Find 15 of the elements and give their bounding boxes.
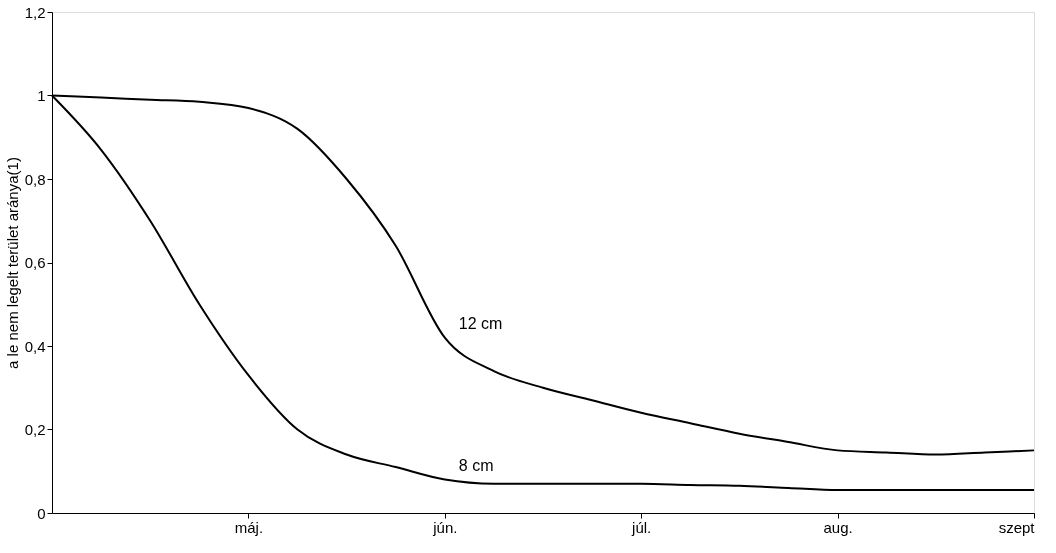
- x-tick-label: aug.: [823, 518, 853, 536]
- y-tick-label: 0,6: [24, 254, 46, 271]
- x-tick-label: szept: [998, 518, 1036, 536]
- series-label: 8 cm: [458, 456, 494, 474]
- series-label: 12 cm: [458, 314, 503, 332]
- x-tick-label: júl.: [631, 518, 652, 536]
- y-tick-label: 0,8: [24, 170, 46, 188]
- y-axis-title: a le nem legelt terület aránya(1): [3, 157, 21, 369]
- y-tick-label: 1,2: [24, 3, 46, 21]
- y-tick-label: 0,2: [24, 421, 46, 438]
- y-tick-label: 1: [37, 87, 46, 104]
- y-tick-label: 0: [37, 504, 46, 522]
- x-tick-label: jún.: [432, 518, 458, 536]
- y-tick-label: 0,4: [24, 337, 46, 355]
- x-tick-label: máj.: [234, 518, 264, 536]
